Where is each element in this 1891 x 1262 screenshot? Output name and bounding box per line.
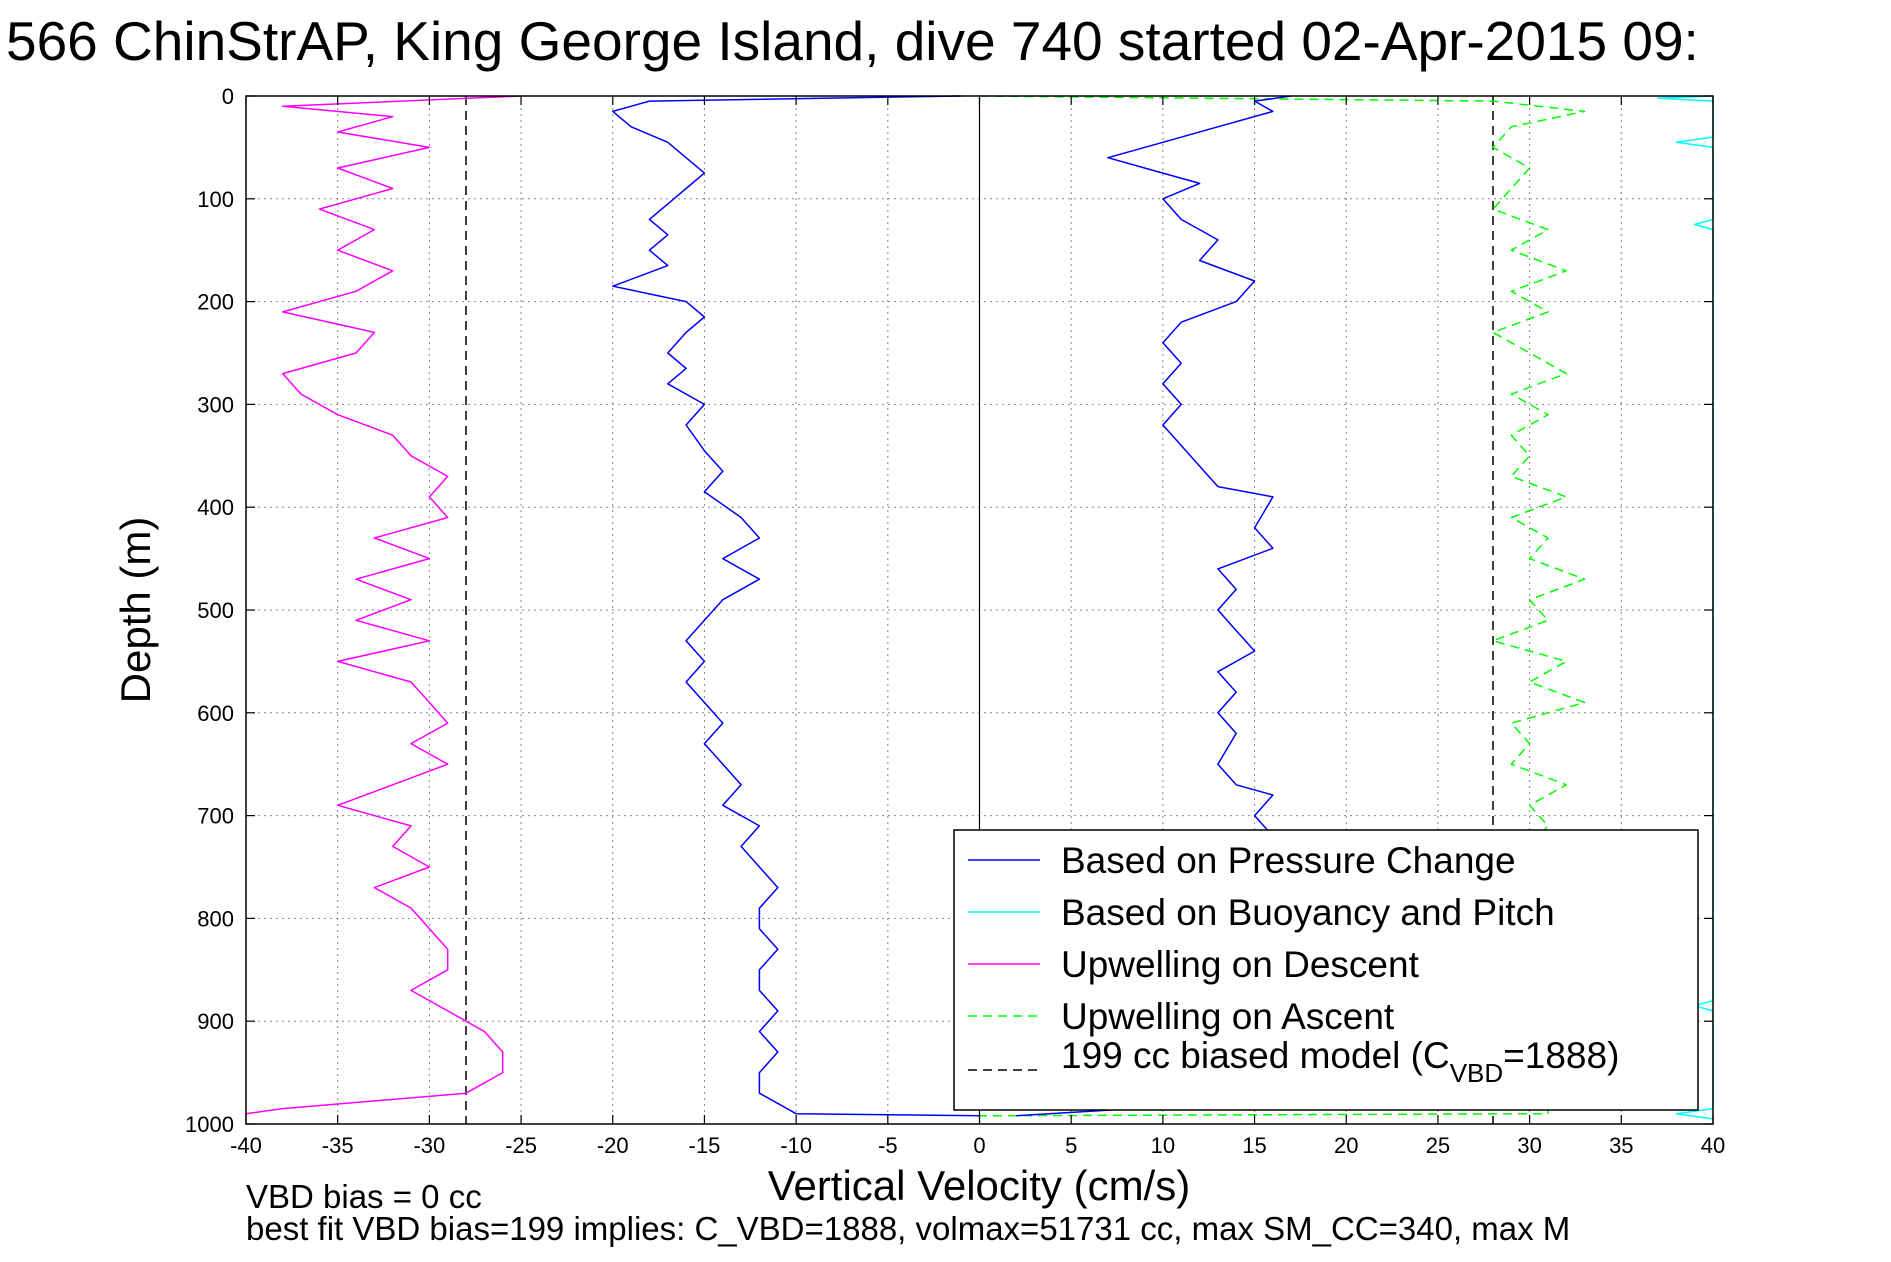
x-tick-label: -25: [505, 1133, 537, 1158]
chart-title: 566 ChinStrAP, King George Island, dive …: [6, 10, 1699, 72]
series-line-based-on-pressure-change-descent: [612, 95, 980, 1117]
y-tick-label: 600: [197, 701, 234, 726]
y-tick-label: 1000: [185, 1112, 234, 1137]
footer-line-1: VBD bias = 0 cc: [246, 1178, 482, 1215]
x-axis-label: Vertical Velocity (cm/s): [768, 1162, 1190, 1209]
y-tick-label: 400: [197, 495, 234, 520]
y-tick-label: 800: [197, 906, 234, 931]
x-tick-label: 15: [1242, 1133, 1266, 1158]
legend-label-pressure: Based on Pressure Change: [1061, 840, 1516, 881]
x-tick-label: 25: [1426, 1133, 1450, 1158]
legend-model-prefix: 199 cc biased model (C: [1061, 1035, 1450, 1076]
y-axis-label: Depth (m): [112, 517, 159, 704]
y-tick-label: 900: [197, 1009, 234, 1034]
footer-line-2: best fit VBD bias=199 implies: C_VBD=188…: [246, 1210, 1570, 1247]
x-tick-label: 30: [1517, 1133, 1541, 1158]
y-tick-label: 100: [197, 187, 234, 212]
y-tick-label: 0: [222, 84, 234, 109]
x-tick-label: -5: [878, 1133, 898, 1158]
y-tick-label: 200: [197, 290, 234, 315]
series-line-upwelling-on-ascent-ascent: [979, 95, 1586, 1117]
x-tick-label: 20: [1334, 1133, 1358, 1158]
legend-label-buoyancy: Based on Buoyancy and Pitch: [1061, 892, 1555, 933]
legend: Based on Pressure Change Based on Buoyan…: [953, 829, 1699, 1111]
tick-group: -40 -35 -30 -25 -20 -15 -10 -5 0 5 10 15 20 25 30 35 400…: [185, 84, 1725, 1158]
x-tick-label: 40: [1701, 1133, 1725, 1158]
x-tick-label: 35: [1609, 1133, 1633, 1158]
legend-label-upwell-descent: Upwelling on Descent: [1061, 944, 1420, 985]
x-tick-label: 0: [973, 1133, 985, 1158]
y-tick-label: 700: [197, 804, 234, 829]
x-tick-label: -35: [322, 1133, 354, 1158]
legend-model-subscript: VBD: [1450, 1058, 1503, 1088]
x-tick-label: -10: [780, 1133, 812, 1158]
legend-box: [953, 829, 1699, 1111]
y-tick-label: 300: [197, 392, 234, 417]
legend-label-model: 199 cc biased model (CVBD=1888): [1061, 1035, 1619, 1088]
series-line-based-on-pressure-change-ascent: [1016, 95, 1292, 1117]
x-tick-label: -30: [413, 1133, 445, 1158]
x-tick-label: -15: [689, 1133, 721, 1158]
y-tick-label: 500: [197, 598, 234, 623]
legend-label-upwell-ascent: Upwelling on Ascent: [1061, 996, 1395, 1037]
legend-model-suffix: =1888): [1503, 1035, 1619, 1076]
series-line-upwelling-on-descent-descent: [245, 95, 522, 1115]
series-group: [245, 95, 1714, 1124]
x-tick-label: 5: [1065, 1133, 1077, 1158]
x-tick-label: 10: [1151, 1133, 1175, 1158]
x-tick-label: -40: [230, 1133, 262, 1158]
x-tick-label: -20: [597, 1133, 629, 1158]
